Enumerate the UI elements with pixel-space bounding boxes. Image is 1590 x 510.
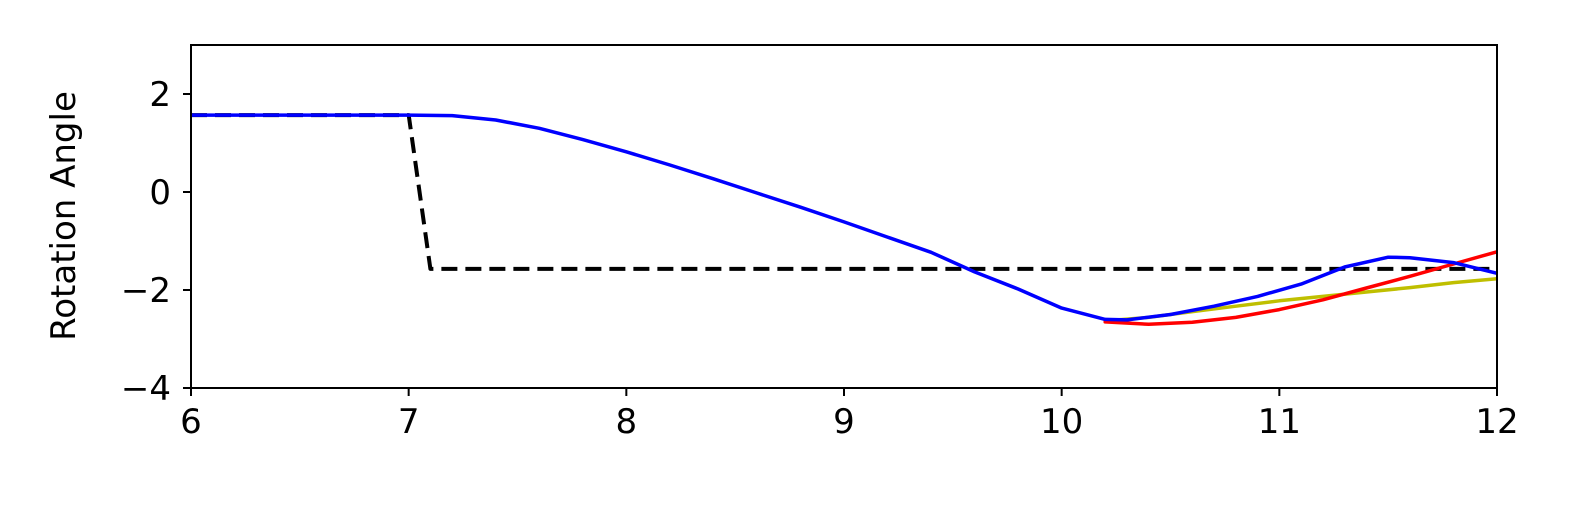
- series-trajectory-blue: [191, 113, 1497, 322]
- y-tick-label-0: 0: [149, 173, 171, 213]
- x-tick-label-8: 8: [616, 402, 638, 442]
- series-layer: [191, 113, 1497, 327]
- x-tick-label-7: 7: [398, 402, 420, 442]
- x-tick-label-12: 12: [1475, 402, 1518, 442]
- x-tick-label-9: 9: [833, 402, 855, 442]
- y-axis-title: Rotation Angle: [44, 91, 84, 341]
- y-tick-label-2: 2: [149, 75, 171, 115]
- x-tick-label-11: 11: [1258, 402, 1301, 442]
- y-tick-label--4: −4: [121, 369, 171, 409]
- x-tick-label-6: 6: [180, 402, 202, 442]
- y-tick-label--2: −2: [121, 271, 171, 311]
- x-tick-label-10: 10: [1040, 402, 1083, 442]
- ticks-layer: 6 7 8 9 10 11 12 −4 −2 0 2: [121, 75, 1519, 442]
- series-prediction-red: [1103, 250, 1497, 327]
